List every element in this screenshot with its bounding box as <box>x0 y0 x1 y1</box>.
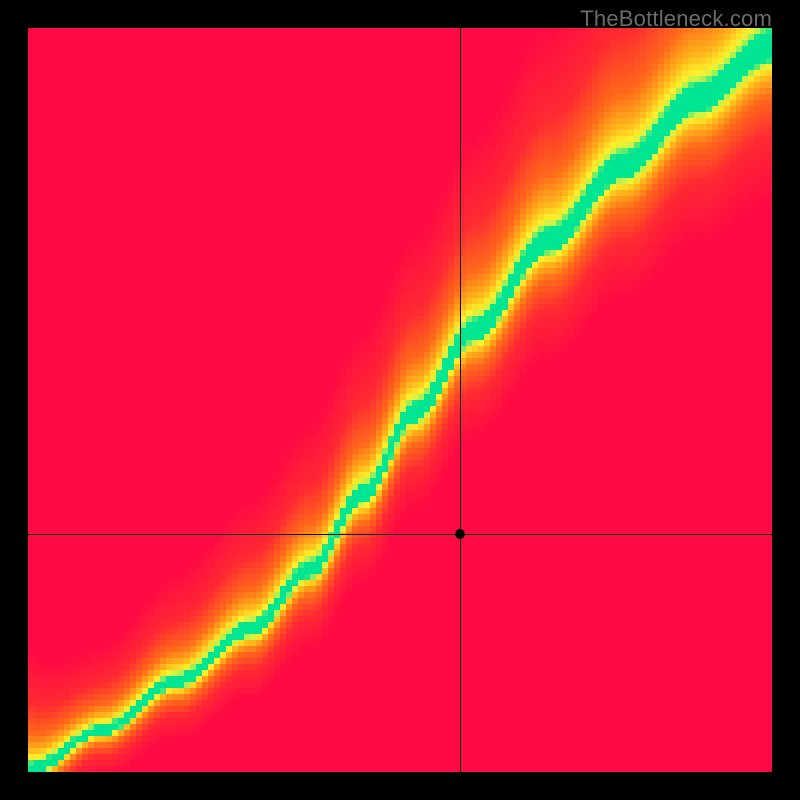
crosshair-vertical <box>460 28 461 772</box>
heatmap-canvas <box>28 28 772 772</box>
crosshair-marker <box>455 529 465 539</box>
watermark-text: TheBottleneck.com <box>580 6 772 32</box>
plot-area <box>28 28 772 772</box>
chart-frame: TheBottleneck.com <box>0 0 800 800</box>
crosshair-horizontal <box>28 534 772 535</box>
